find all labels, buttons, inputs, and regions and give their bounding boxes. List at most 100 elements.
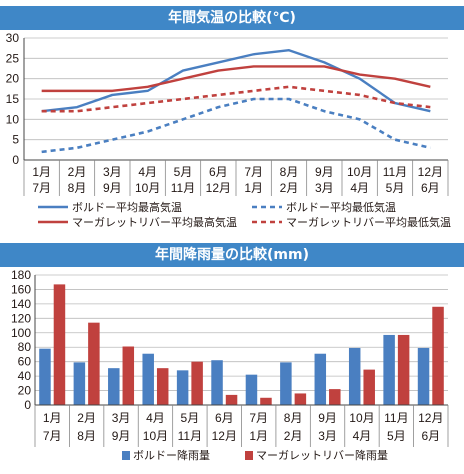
temp-x-tick-label-bottom: 3月 <box>315 181 334 195</box>
rain-x-tick-label-top: 4月 <box>146 411 165 425</box>
rain-y-tick-label: 20 <box>18 384 32 398</box>
rain-bar-s1-10 <box>397 334 410 405</box>
rain-bar-s0-10 <box>383 334 395 405</box>
temp-x-tick-label-top: 1月 <box>32 165 51 179</box>
rain-bar-s1-0 <box>53 284 66 405</box>
rain-x-tick-label-bottom: 4月 <box>353 429 372 443</box>
rain-y-tick-label: 100 <box>11 326 31 340</box>
temp-x-tick-label-top: 3月 <box>103 165 122 179</box>
rain-y-tick-label: 120 <box>11 311 31 325</box>
temp-x-tick-label-bottom: 6月 <box>421 181 440 195</box>
rain-x-tick-label-bottom: 8月 <box>77 429 96 443</box>
temp-y-tick-label: 20 <box>6 72 20 86</box>
rain-x-tick-label-top: 2月 <box>77 411 96 425</box>
rain-x-tick-label-top: 6月 <box>215 411 234 425</box>
temp-series-line-1 <box>41 97 431 154</box>
temp-x-tick-label-bottom: 4月 <box>350 181 369 195</box>
rain-bar-s1-9 <box>363 369 375 405</box>
rain-bar-s0-3 <box>142 353 154 405</box>
rain-x-tick-label-bottom: 12月 <box>212 429 237 443</box>
rain-bar-s0-11 <box>417 347 430 405</box>
rain-x-tick-label-top: 11月 <box>384 411 408 425</box>
temp-x-tick-label-bottom: 2月 <box>280 181 299 195</box>
rain-x-tick-label-bottom: 5月 <box>387 429 406 443</box>
rain-legend-swatch-0 <box>122 451 130 460</box>
rain-x-tick-label-top: 5月 <box>181 411 200 425</box>
rain-bar-s1-8 <box>329 389 341 405</box>
temp-series-line-0 <box>41 49 431 113</box>
temp-x-tick-label-top: 8月 <box>280 165 299 179</box>
rain-bar-s1-2 <box>122 346 135 405</box>
temp-x-tick-label-top: 2月 <box>68 165 87 179</box>
rain-bar-s1-11 <box>432 306 444 405</box>
rain-bar-s1-1 <box>88 322 100 405</box>
rain-bar-s0-0 <box>39 348 51 405</box>
temp-x-tick-label-top: 5月 <box>174 165 193 179</box>
rain-x-tick-label-bottom: 3月 <box>318 429 337 443</box>
temp-y-tick-label: 5 <box>12 133 19 147</box>
rain-bar-s1-4 <box>191 361 203 405</box>
temp-legend-label-2: マーガレットリバー平均最高気温 <box>72 215 237 229</box>
rain-x-tick-label-top: 8月 <box>284 411 303 425</box>
temp-y-tick-label: 15 <box>6 92 20 106</box>
rain-legend-swatch-1 <box>245 451 253 460</box>
rainfall-chart-title: 年間降雨量の比較(mm) <box>0 243 464 267</box>
rain-x-tick-label-bottom: 1月 <box>249 429 268 443</box>
rain-x-tick-label-bottom: 6月 <box>421 429 440 443</box>
rain-y-tick-label: 80 <box>18 340 32 354</box>
temp-legend-label-1: ボルドー平均最低気温 <box>286 200 396 214</box>
temp-series-line-3 <box>41 85 431 113</box>
temp-series-line-2 <box>41 65 431 93</box>
rain-bar-s0-6 <box>245 374 258 405</box>
rain-legend-label-1: マーガレットリバー降雨量 <box>256 448 388 462</box>
rain-bar-s0-5 <box>211 360 223 405</box>
rain-x-tick-label-bottom: 2月 <box>284 429 303 443</box>
temperature-chart-title: 年間気温の比較(℃) <box>0 6 464 30</box>
rain-bar-s0-4 <box>176 370 189 405</box>
rain-bar-s1-6 <box>260 397 272 405</box>
rain-x-tick-label-top: 3月 <box>112 411 131 425</box>
temp-y-tick-label: 0 <box>12 153 19 167</box>
temp-x-tick-label-top: 12月 <box>418 165 443 179</box>
rain-bar-s0-1 <box>73 362 86 405</box>
temp-legend-label-3: マーガレットリバー平均最低気温 <box>286 215 451 229</box>
temp-x-tick-label-top: 10月 <box>347 165 372 179</box>
rain-x-tick-label-bottom: 9月 <box>112 429 131 443</box>
rain-bar-s0-7 <box>280 362 292 405</box>
rain-bar-s1-5 <box>225 394 238 405</box>
rain-x-tick-label-top: 9月 <box>318 411 337 425</box>
rain-y-tick-label: 180 <box>11 268 31 282</box>
rain-y-tick-label: 40 <box>18 369 32 383</box>
temp-x-tick-label-bottom: 12月 <box>206 181 231 195</box>
temp-x-tick-label-bottom: 10月 <box>135 181 160 195</box>
temp-x-tick-label-top: 6月 <box>209 165 228 179</box>
rain-x-tick-label-top: 10月 <box>349 411 374 425</box>
temp-x-tick-label-bottom: 7月 <box>32 181 51 195</box>
rain-x-tick-label-top: 7月 <box>249 411 268 425</box>
temp-y-tick-label: 25 <box>6 51 20 65</box>
temp-x-tick-label-top: 9月 <box>315 165 334 179</box>
rain-bar-s0-9 <box>348 347 361 405</box>
rain-bar-s1-7 <box>294 393 307 405</box>
rain-bar-s0-8 <box>314 353 327 405</box>
temp-x-tick-label-bottom: 1月 <box>244 181 263 195</box>
temp-x-tick-label-bottom: 8月 <box>68 181 87 195</box>
rain-y-tick-label: 140 <box>11 297 31 311</box>
rain-bar-s0-2 <box>108 368 120 405</box>
rain-y-tick-label: 0 <box>24 398 31 412</box>
rain-y-tick-label: 160 <box>11 282 31 296</box>
rain-y-tick-label: 60 <box>18 355 32 369</box>
temp-y-tick-label: 10 <box>6 112 20 126</box>
rain-legend-label-0: ボルドー降雨量 <box>133 448 210 462</box>
temp-y-tick-label: 30 <box>6 31 20 45</box>
temp-x-tick-label-bottom: 9月 <box>103 181 122 195</box>
rain-bar-s1-3 <box>156 368 169 405</box>
temp-x-tick-label-bottom: 5月 <box>386 181 405 195</box>
temp-x-tick-label-top: 11月 <box>383 165 407 179</box>
temp-legend-label-0: ボルドー平均最高気温 <box>72 200 182 214</box>
temp-x-tick-label-bottom: 11月 <box>171 181 195 195</box>
rain-x-tick-label-bottom: 10月 <box>143 429 168 443</box>
rain-x-tick-label-bottom: 11月 <box>178 429 202 443</box>
temp-x-tick-label-top: 4月 <box>138 165 157 179</box>
